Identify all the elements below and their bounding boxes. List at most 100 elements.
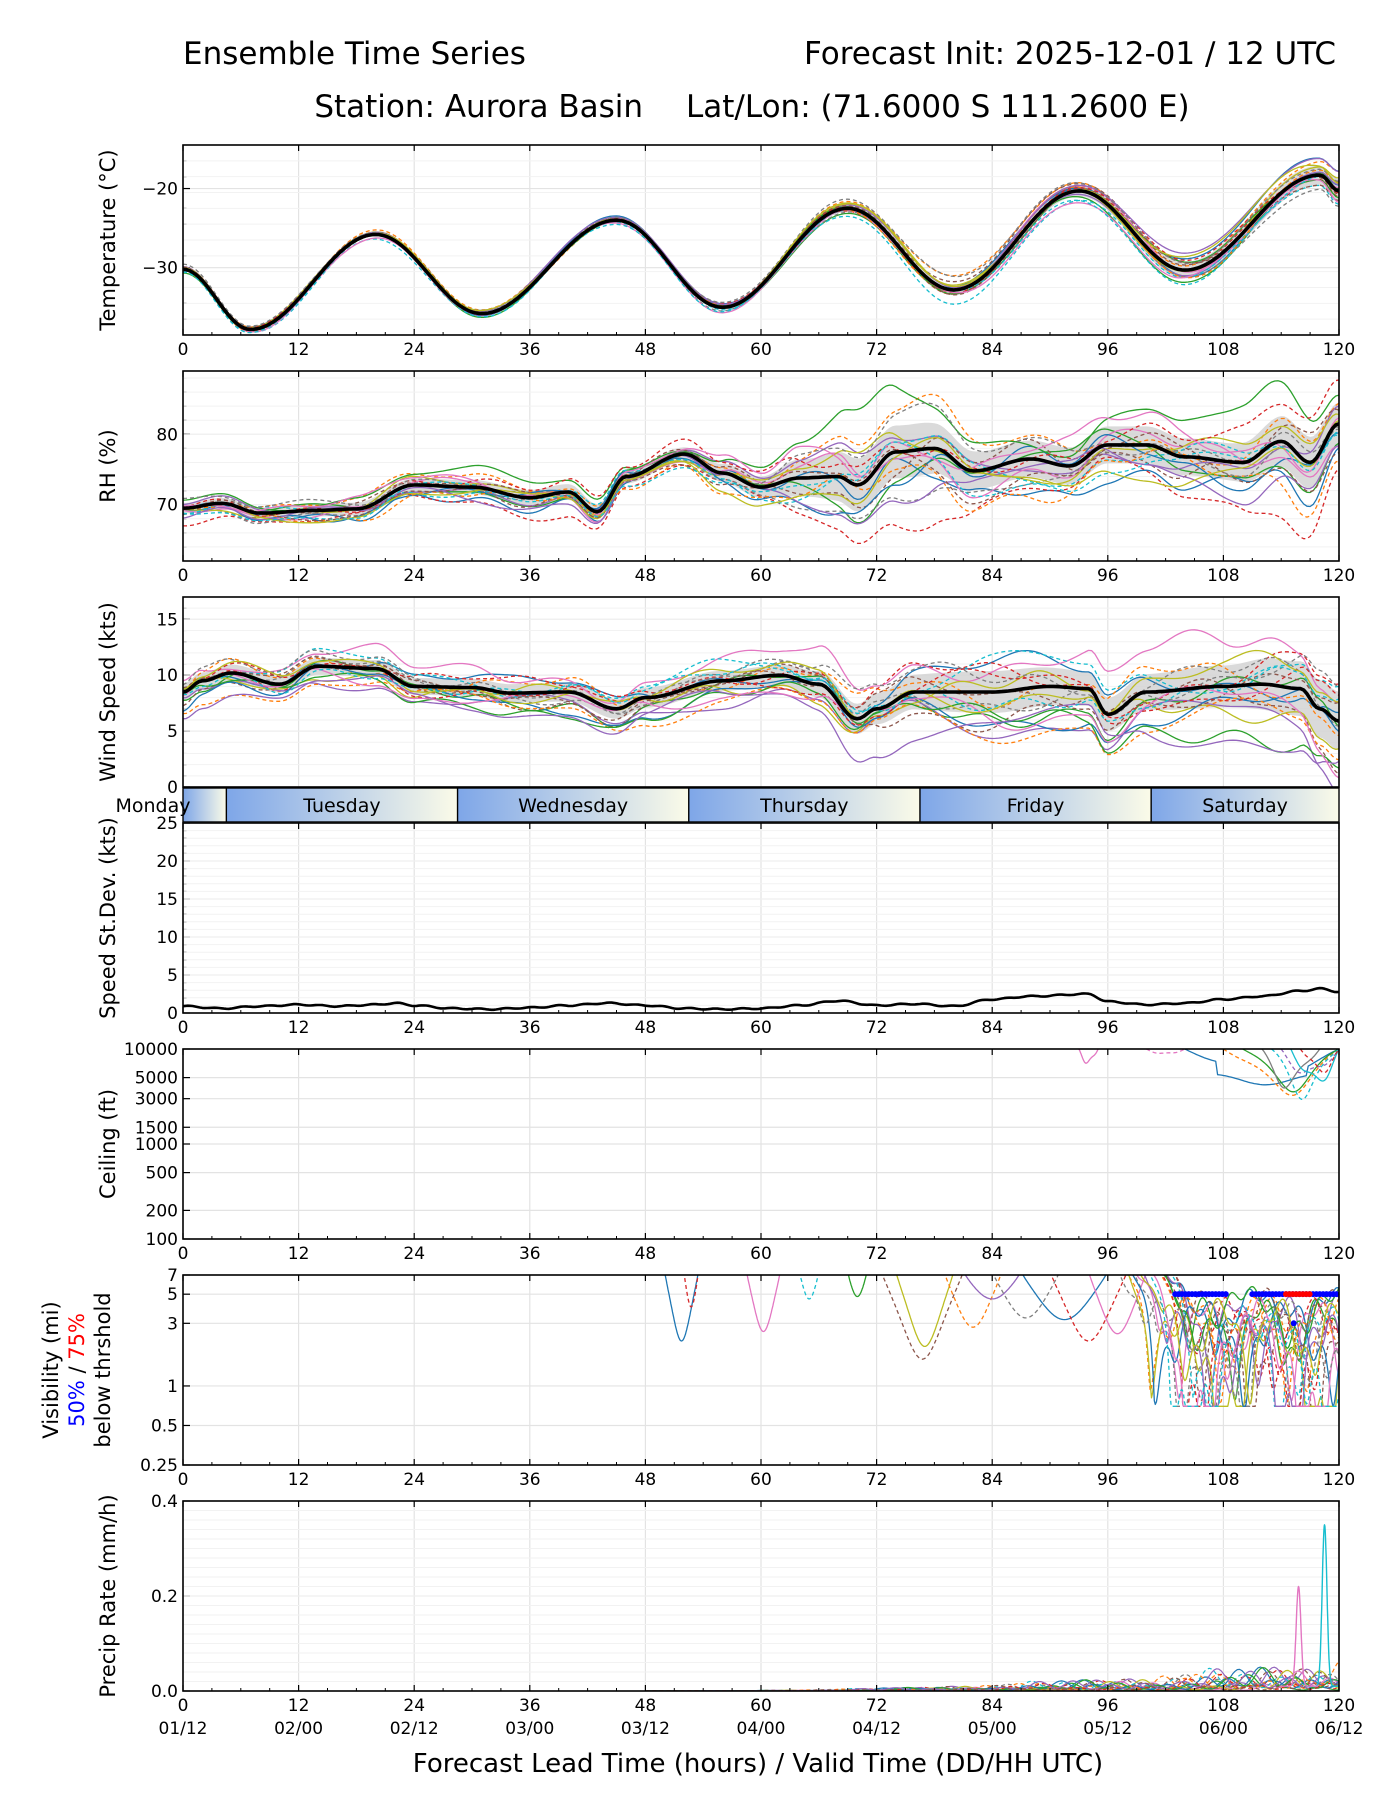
ceiling-x-tick-label: 0 [178, 1244, 189, 1264]
precip-y-tick-label: 0.2 [151, 1587, 178, 1607]
temperature-x-tick-label: 12 [288, 340, 310, 360]
wind-member-line [183, 665, 1339, 744]
ceiling-x-tick-label: 36 [519, 1244, 541, 1264]
visibility-x-tick-label: 60 [750, 1470, 772, 1490]
wind-spread-band [183, 657, 1339, 751]
rh-x-tick-label: 96 [1097, 566, 1119, 586]
day-strip-frame [182, 787, 1340, 823]
visibility-member-line [664, 1275, 699, 1342]
day-strip-segment [183, 788, 227, 822]
rh-member-line [183, 380, 1339, 512]
precip-x-tick-label: 108 [1207, 1696, 1239, 1716]
speed_stdev-y-tick-label: 0 [167, 1004, 178, 1024]
ceiling-x-tick-label: 84 [981, 1244, 1003, 1264]
visibility-x-tick-label: 12 [288, 1470, 310, 1490]
temperature-y-tick-label: −30 [142, 259, 178, 279]
wind-y-tick-label: 5 [167, 722, 178, 742]
wind-y-axis-label: Wind Speed (kts) [96, 602, 120, 782]
visibility-y-tick-label: 3 [167, 1314, 178, 1334]
speed_stdev-x-tick-label: 120 [1323, 1018, 1355, 1038]
rh-x-tick-label: 12 [288, 566, 310, 586]
ceiling-y-tick-label: 500 [146, 1164, 178, 1184]
speed_stdev-x-tick-label: 108 [1207, 1018, 1239, 1038]
visibility-member-line [1022, 1275, 1107, 1321]
visibility-member-line [1161, 1275, 1339, 1407]
temperature-x-tick-label: 60 [750, 340, 772, 360]
precip-x-tick-label: 60 [750, 1696, 772, 1716]
precip-valid-time-label: 01/12 [159, 1719, 208, 1739]
visibility-member-line [1119, 1275, 1339, 1407]
ceiling-member-line [1290, 1049, 1339, 1082]
ceiling-y-tick-label: 1500 [135, 1118, 178, 1138]
station-latlon: Lat/Lon: (71.6000 S 111.2600 E) [686, 89, 1190, 125]
temperature-x-tick-label: 48 [635, 340, 657, 360]
ceiling-member-line [1261, 1049, 1321, 1089]
ceiling-member-line [1078, 1049, 1099, 1064]
precip-peak-line [1278, 1585, 1319, 1687]
visibility-member-line [746, 1275, 781, 1333]
wind-y-tick-label: 0 [167, 778, 178, 798]
visibility-member-line [992, 1275, 1059, 1319]
ceiling-y-axis-label: Ceiling (ft) [96, 1089, 120, 1199]
rh-member-line [183, 448, 1339, 524]
visibility-y-axis-label: Visibility (mi) [39, 1301, 63, 1438]
precip-valid-time-label: 06/12 [1315, 1719, 1364, 1739]
visibility-member-line [683, 1275, 699, 1308]
precip-x-tick-label: 24 [403, 1696, 425, 1716]
speed_stdev-panel: 0 5 10 15 20 25 Speed St.Dev. (kts) 0 12 24 36 48 60… [96, 814, 1355, 1038]
wind-panel: 0 5 10 15 Wind Speed (kts) [96, 596, 1340, 798]
wind-member-line [183, 668, 1339, 779]
temperature-x-tick-label: 36 [519, 340, 541, 360]
ceiling-y-tick-label: 10000 [124, 1040, 178, 1060]
ceiling-y-tick-label: 200 [146, 1201, 178, 1221]
precip-y-axis-label: Precip Rate (mm/h) [96, 1494, 120, 1697]
ceiling-x-tick-label: 96 [1097, 1244, 1119, 1264]
temperature-x-tick-label: 120 [1323, 340, 1355, 360]
ceiling-x-tick-label: 48 [635, 1244, 657, 1264]
rh-member-line [183, 411, 1339, 516]
visibility-75pct-label: 75% [65, 1313, 89, 1360]
temperature-x-tick-label: 96 [1097, 340, 1119, 360]
wind-member-line [183, 629, 1339, 704]
rh-y-tick-label: 70 [156, 496, 178, 516]
day-strip-segment [919, 788, 1152, 822]
wind-ensemble-mean-line [183, 664, 1339, 723]
precip-valid-time-label: 06/00 [1199, 1719, 1248, 1739]
ceiling-member-line [1223, 1049, 1339, 1096]
visibility-member-line [1160, 1275, 1339, 1403]
wind-member-line [183, 647, 1339, 715]
visibility-member-line [1165, 1275, 1339, 1361]
precip-x-tick-label: 120 [1323, 1696, 1355, 1716]
rh-ensemble-mean-line [183, 422, 1339, 515]
ceiling-x-tick-label: 72 [866, 1244, 888, 1264]
ceiling-y-tick-label: 3000 [135, 1090, 178, 1110]
rh-x-tick-label: 24 [403, 566, 425, 586]
speed_stdev-x-tick-label: 0 [178, 1018, 189, 1038]
visibility-x-tick-label: 48 [635, 1470, 657, 1490]
day-strip-segment [226, 788, 458, 822]
precip-valid-time-label: 03/12 [621, 1719, 670, 1739]
precip-y-tick-label: 0.4 [151, 1492, 178, 1512]
temperature-member-line [183, 168, 1339, 327]
precip-x-tick-label: 0 [178, 1696, 189, 1716]
ceiling-member-line [1280, 1049, 1339, 1074]
visibility-y-tick-label: 1 [167, 1377, 178, 1397]
precip-valid-time-label: 05/00 [968, 1719, 1017, 1739]
temperature-x-tick-label: 72 [866, 340, 888, 360]
speed_stdev-x-tick-label: 24 [403, 1018, 425, 1038]
rh-member-line [183, 456, 1339, 545]
ceiling-member-line [1184, 1049, 1339, 1086]
speed_stdev-y-axis-label: Speed St.Dev. (kts) [96, 817, 120, 1019]
forecast-init: Forecast Init: 2025-12-01 / 12 UTC [804, 36, 1336, 72]
figure-title: Ensemble Time Series [183, 36, 526, 72]
rh-member-line [183, 431, 1339, 522]
day-strip-segment [457, 788, 689, 822]
temperature-y-axis-label: Temperature (°C) [96, 149, 120, 331]
ceiling-y-tick-label: 1000 [135, 1135, 178, 1155]
day-strip-segment [688, 788, 920, 822]
visibility-member-line [896, 1275, 954, 1348]
visibility-x-tick-label: 84 [981, 1470, 1003, 1490]
visibility-50pct-marker [1222, 1291, 1229, 1298]
